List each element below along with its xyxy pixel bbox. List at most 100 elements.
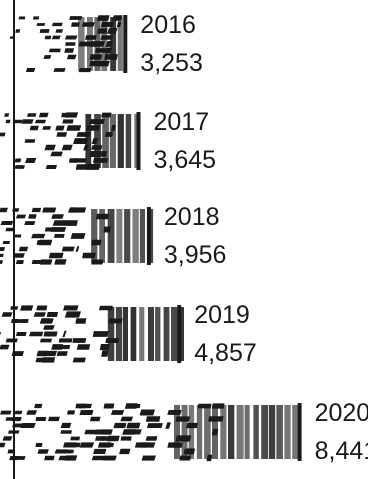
tread-mark — [8, 430, 20, 434]
tread-mark — [12, 119, 23, 124]
tread-mark — [64, 220, 74, 226]
value-label: 3,956 — [164, 241, 227, 269]
bar-2018 — [0, 207, 154, 265]
tread-mark — [97, 442, 112, 448]
tread-mark — [54, 259, 67, 265]
tread-mark — [51, 35, 61, 40]
tread-mark — [61, 144, 73, 151]
tread-mark — [39, 29, 50, 33]
tread-mark — [18, 16, 26, 20]
tread-mark — [91, 455, 105, 461]
tread-mark — [119, 448, 131, 455]
tread-mark — [79, 442, 95, 448]
category-label: 2017 — [154, 108, 210, 136]
tread-mark — [0, 442, 6, 448]
category-label: 2016 — [140, 11, 196, 39]
tread-mark — [2, 241, 11, 244]
tread-block — [116, 209, 123, 263]
tread-mark — [26, 410, 38, 415]
tread-mark — [76, 344, 91, 350]
tread-mark — [43, 325, 55, 330]
tread-block — [110, 17, 117, 71]
tread-block — [292, 405, 299, 459]
tread-block — [115, 307, 123, 361]
tread-mark — [14, 158, 22, 163]
tread-mark — [9, 36, 15, 39]
tread-mark — [43, 350, 58, 357]
tread-mark — [12, 208, 20, 212]
tread-block — [130, 307, 137, 361]
tread-mark — [55, 29, 63, 33]
tread-mark — [75, 318, 87, 324]
tread-block — [125, 114, 132, 168]
tread-mark — [103, 403, 115, 409]
tread-mark — [64, 48, 75, 53]
value-label: 8,441 — [315, 437, 368, 465]
tread-mark — [120, 416, 134, 422]
tread-mark — [51, 344, 64, 350]
tread-block — [188, 405, 195, 459]
tread-block — [132, 209, 139, 263]
tread-mark — [13, 253, 25, 258]
tread-mark — [126, 422, 141, 429]
tread-mark — [17, 165, 25, 169]
value-label: 3,253 — [140, 49, 203, 77]
tread-mark — [79, 410, 94, 415]
tread-mark — [35, 357, 49, 363]
tread-block — [228, 405, 235, 459]
tread-mark — [48, 416, 60, 422]
tread-block — [117, 17, 123, 71]
tread-mark — [20, 305, 34, 311]
tread-mark — [11, 351, 24, 357]
tread-block — [220, 405, 227, 459]
tread-mark — [64, 311, 82, 318]
tread-mark — [78, 403, 89, 409]
bars-group — [0, 15, 302, 462]
tread-mark — [124, 403, 138, 409]
tread-mark — [13, 234, 22, 238]
tread-mark — [126, 429, 142, 435]
tread-block — [139, 307, 145, 361]
tread-mark — [43, 55, 52, 59]
tread-mark — [53, 234, 65, 238]
bar-end-edge — [146, 207, 151, 265]
tread-mark — [62, 442, 78, 448]
tread-mark — [12, 423, 23, 428]
tread-mark — [50, 227, 67, 232]
tread-block — [78, 17, 85, 71]
tread-mark — [36, 305, 48, 311]
tread-mark — [72, 357, 86, 363]
tread-mark — [56, 351, 68, 356]
tread-mark — [35, 417, 47, 421]
tread-mark — [68, 207, 76, 213]
tread-mark — [34, 403, 43, 409]
tread-mark — [16, 332, 27, 336]
tread-mark — [165, 422, 171, 429]
tread-mark — [21, 119, 34, 124]
bar-2020 — [0, 403, 302, 462]
tread-mark — [64, 35, 78, 40]
tread-block — [244, 405, 250, 459]
tread-block — [276, 405, 283, 459]
tread-mark — [145, 436, 158, 441]
tread-block — [94, 17, 101, 71]
tread-mark — [0, 260, 3, 264]
tread-block — [94, 114, 101, 168]
tread-mark — [0, 221, 14, 225]
tread-mark — [5, 417, 14, 421]
tread-mark — [66, 54, 77, 60]
tread-mark — [102, 455, 117, 461]
tread-mark — [4, 113, 10, 117]
tread-mark — [2, 436, 13, 441]
tread-mark — [25, 68, 36, 72]
tread-mark — [35, 443, 43, 447]
bar-2017 — [0, 112, 141, 170]
tread-mark — [101, 350, 109, 357]
tread-mark — [38, 239, 53, 246]
bar-2019 — [0, 305, 184, 363]
tread-mark — [15, 29, 21, 33]
tread-mark — [28, 214, 37, 219]
tread-mark — [42, 207, 57, 213]
tread-mark — [18, 246, 29, 252]
tread-mark — [73, 138, 89, 145]
